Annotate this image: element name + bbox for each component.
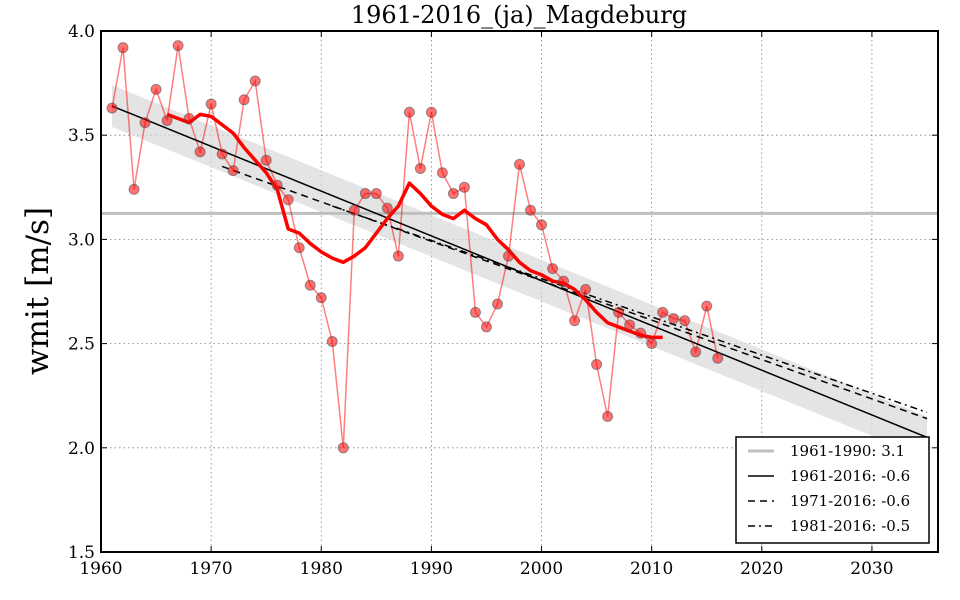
moving-average-line [166, 112, 663, 340]
data-point [381, 202, 393, 214]
trend-line-dashdot [332, 205, 928, 414]
data-point [139, 117, 151, 129]
data-point [238, 94, 250, 106]
data-point [502, 250, 514, 262]
data-point [624, 319, 636, 331]
data-point [370, 188, 382, 200]
data-point [348, 204, 360, 216]
data-point [282, 194, 294, 206]
x-tick-label: 1990 [410, 559, 453, 579]
legend-entry: 1961-1990: 3.1 [790, 442, 905, 460]
x-tick-label: 1970 [189, 559, 232, 579]
data-point [646, 338, 658, 350]
data-point [326, 336, 338, 348]
data-point [216, 148, 228, 160]
y-tick-label: 4.0 [68, 22, 95, 42]
legend: 1961-1990: 3.1 1961-2016: -0.6 1971-2016… [735, 436, 930, 544]
data-point [701, 300, 713, 312]
data-point [106, 102, 118, 114]
data-point [469, 306, 481, 318]
data-point [117, 42, 129, 54]
data-point [514, 158, 525, 170]
axes-frame [100, 30, 939, 553]
y-tick-label: 3.5 [68, 126, 95, 146]
data-point [293, 242, 305, 254]
data-point [183, 113, 195, 125]
data-point [172, 40, 184, 52]
data-point [205, 98, 217, 110]
data-point [436, 167, 448, 179]
data-point [414, 163, 426, 175]
chart-title: 1961-2016_(ja)_Magdeburg [351, 1, 687, 29]
data-point [315, 292, 327, 304]
data-point [569, 315, 581, 327]
x-tick-label: 2020 [740, 559, 783, 579]
data-point [712, 352, 724, 364]
data-point [613, 306, 625, 318]
plot-area: 1960 1970 1980 1990 2000 2010 2020 2030 1.5 2.0 2.… [68, 22, 939, 579]
data-point [458, 181, 470, 193]
data-point [194, 146, 206, 158]
data-point [359, 188, 371, 200]
x-tick-label: 1960 [79, 559, 122, 579]
y-axis-label: wmit [m/s] [20, 207, 56, 375]
data-point [304, 279, 316, 291]
data-point [150, 83, 162, 95]
data-point [635, 327, 647, 339]
data-point [392, 250, 404, 262]
data-point [668, 313, 680, 325]
data-point [602, 411, 614, 423]
data-point [536, 219, 548, 231]
data-point [690, 346, 702, 358]
data-point [161, 115, 173, 127]
data-point [249, 75, 261, 87]
data-point [337, 442, 349, 454]
data-point [491, 298, 503, 310]
data-point [580, 283, 592, 295]
y-tick-label: 2.5 [68, 335, 95, 355]
x-tick-label: 2030 [850, 559, 893, 579]
data-point [679, 315, 691, 327]
x-tick-label: 2010 [630, 559, 673, 579]
legend-entry: 1961-2016: -0.6 [790, 467, 910, 485]
data-point [591, 358, 603, 370]
data-point [403, 106, 415, 118]
x-tick-label: 1980 [300, 559, 343, 579]
annual-values-line [111, 45, 719, 448]
y-tick-label: 2.0 [68, 439, 95, 459]
data-point [425, 106, 437, 118]
legend-entry: 1971-2016: -0.6 [790, 492, 910, 510]
trend-line-dashed [221, 165, 928, 420]
data-point [558, 275, 570, 287]
data-point [657, 306, 669, 318]
data-point [525, 204, 537, 216]
x-tick-label: 2000 [520, 559, 563, 579]
data-point [128, 183, 140, 195]
data-point [271, 179, 283, 191]
data-point [227, 165, 239, 177]
data-point [447, 188, 459, 200]
y-tick-label: 1.5 [68, 543, 95, 563]
data-point [260, 154, 272, 166]
y-tick-label: 3.0 [68, 230, 95, 250]
data-point [480, 321, 492, 333]
data-point [547, 263, 559, 275]
legend-entry: 1981-2016: -0.5 [790, 517, 910, 535]
